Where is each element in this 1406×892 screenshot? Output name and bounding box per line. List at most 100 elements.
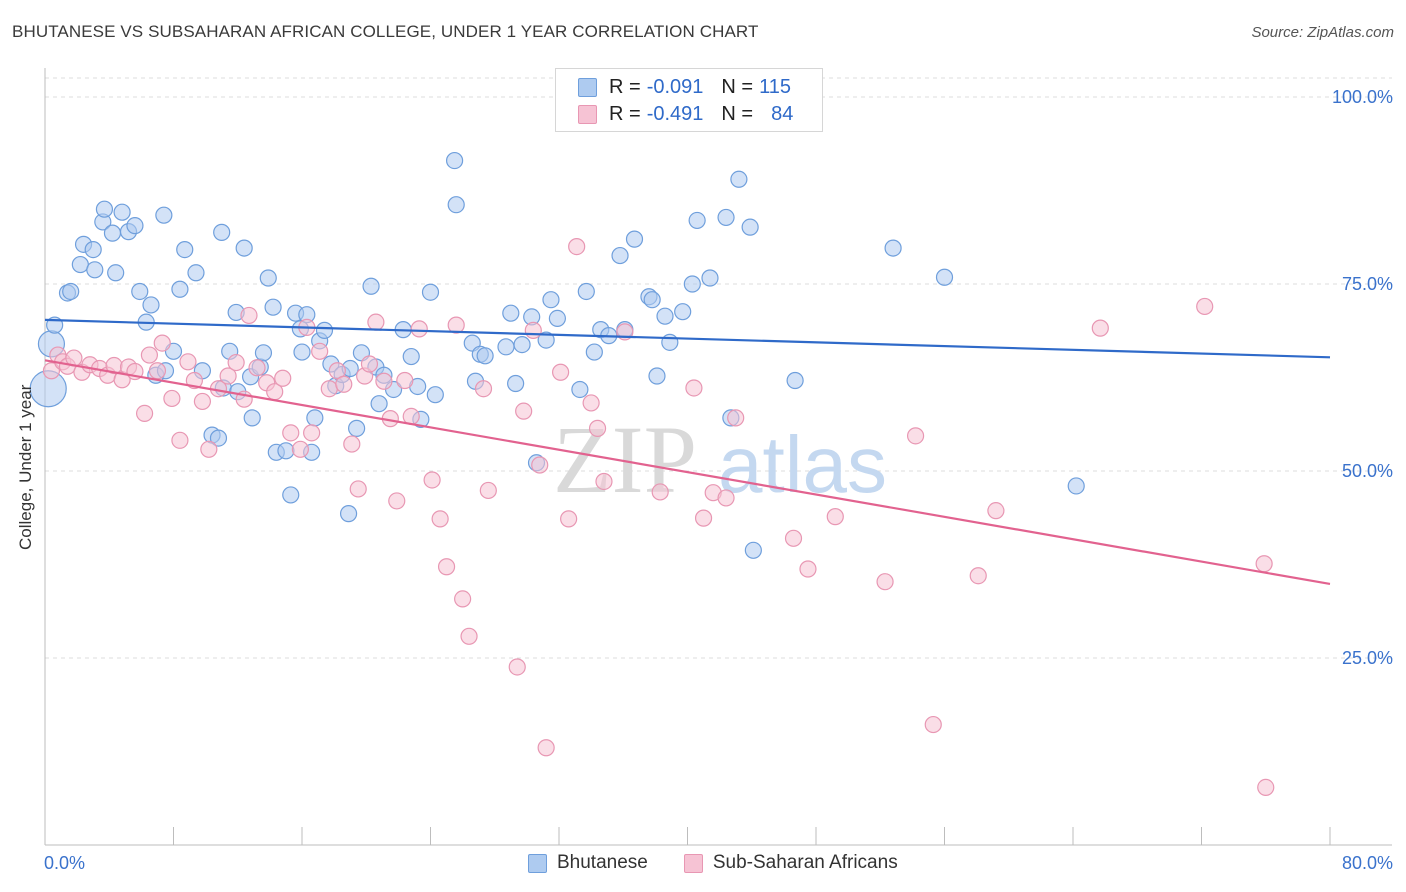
bhutanese-point <box>95 200 114 218</box>
y-axis-label: College, Under 1 year <box>16 384 35 550</box>
subsaharan-point <box>388 492 406 510</box>
bhutanese-point <box>577 282 595 301</box>
subsaharan-point <box>153 334 171 352</box>
bhutanese-point <box>648 367 666 385</box>
subsaharan-point <box>1091 319 1109 337</box>
subsaharan-point <box>784 529 803 547</box>
bhutanese-trendline <box>44 318 1331 359</box>
subsaharan-points <box>42 238 1275 797</box>
subsaharan-point <box>474 380 493 398</box>
subsaharan-point <box>171 431 189 449</box>
bhutanese-point <box>131 282 149 301</box>
legend-box: R = -0.091 N = 115 R = -0.491 N = 84 <box>555 68 823 132</box>
subsaharan-point <box>479 481 497 500</box>
bhutanese-point <box>661 333 679 351</box>
bhutanese-point <box>447 196 465 214</box>
bhutanese-point <box>1067 477 1085 495</box>
subsaharan-point <box>727 409 745 427</box>
subsaharan-point <box>454 590 472 608</box>
subsaharan-point <box>193 392 212 411</box>
bhutanese-point <box>683 275 701 293</box>
bhutanese-point <box>315 321 334 339</box>
subsaharan-point <box>694 509 713 527</box>
bhutanese-point <box>113 203 131 221</box>
bhutanese-point <box>86 261 104 279</box>
subsaharan-point <box>560 510 578 528</box>
subsaharan-trendline <box>44 359 1331 586</box>
bhutanese-point <box>187 264 205 282</box>
legend-r-value: -0.491 <box>646 102 704 125</box>
bhutanese-point <box>717 208 735 227</box>
subsaharan-point <box>311 342 329 360</box>
bhutanese-point <box>259 269 277 287</box>
bhutanese-point <box>502 304 520 322</box>
subsaharan-point <box>42 362 61 380</box>
bhutanese-point <box>306 409 324 427</box>
bhutanese-point <box>741 218 759 236</box>
y-tick-label: 50.0% <box>1342 461 1393 481</box>
legend-n-label: N = <box>721 75 754 98</box>
bhutanese-point <box>339 505 358 523</box>
bhutanese-point <box>674 303 692 321</box>
bhutanese-point <box>348 419 366 437</box>
legend-n-value: 84 <box>771 102 794 125</box>
bhutanese-point <box>507 374 525 393</box>
legend-r-value: -0.091 <box>646 75 704 98</box>
subsaharan-point <box>876 573 894 591</box>
subsaharan-point <box>291 440 309 458</box>
bhutanese-point <box>84 240 102 259</box>
x-tick-label: 0.0% <box>44 853 85 873</box>
bhutanese-point <box>243 409 261 427</box>
subsaharan-point <box>447 316 465 334</box>
legend-row-bhutanese: R = -0.091 N = 115 <box>578 74 791 100</box>
bhutanese-point <box>107 264 125 282</box>
watermark: ZIP atlas <box>553 406 887 513</box>
bhutanese-point <box>537 331 555 349</box>
subsaharan-point <box>140 346 159 364</box>
subsaharan-point <box>343 435 361 453</box>
bhutanese-point <box>209 429 228 447</box>
subsaharan-point <box>320 380 338 398</box>
subsaharan-point <box>969 567 987 585</box>
bhutanese-point <box>786 371 804 390</box>
bhutanese-point <box>625 230 644 248</box>
subsaharan-point <box>460 627 478 645</box>
subsaharan-point <box>1255 555 1273 573</box>
bhutanese-point <box>126 217 144 235</box>
bhutanese-swatch <box>528 853 547 873</box>
subsaharan-point <box>282 424 300 442</box>
bhutanese-point <box>155 206 173 224</box>
bhutanese-point <box>935 268 954 286</box>
grid-layer <box>45 77 1392 659</box>
subsaharan-point <box>148 362 167 380</box>
subsaharan-point <box>515 402 533 420</box>
bhutanese-point <box>701 269 719 287</box>
subsaharan-point <box>987 502 1005 520</box>
subsaharan-point <box>410 320 428 338</box>
bhutanese-point <box>421 283 440 301</box>
legend-n-value: 115 <box>759 75 791 98</box>
subsaharan-point <box>423 471 441 489</box>
subsaharan-point <box>582 394 600 412</box>
subsaharan-point <box>349 480 367 498</box>
bhutanese-point <box>213 223 231 241</box>
watermark-zip: ZIP <box>553 406 697 513</box>
bhutanese-point <box>277 442 295 460</box>
subsaharan-point <box>799 560 817 578</box>
subsaharan-point <box>248 359 266 377</box>
subsaharan-swatch <box>578 104 597 124</box>
bhutanese-point <box>235 239 253 257</box>
bhutanese-point <box>688 211 706 230</box>
bhutanese-point <box>71 255 89 274</box>
subsaharan-point <box>303 424 321 442</box>
bhutanese-point <box>585 343 603 361</box>
watermark-atlas: atlas <box>718 420 887 509</box>
subsaharan-point <box>437 558 456 576</box>
subsaharan-point <box>367 313 385 331</box>
bhutanese-point <box>571 380 589 399</box>
subsaharan-point <box>685 379 703 397</box>
subsaharan-point <box>240 306 258 325</box>
subsaharan-point <box>375 372 393 390</box>
subsaharan-point <box>227 353 245 372</box>
